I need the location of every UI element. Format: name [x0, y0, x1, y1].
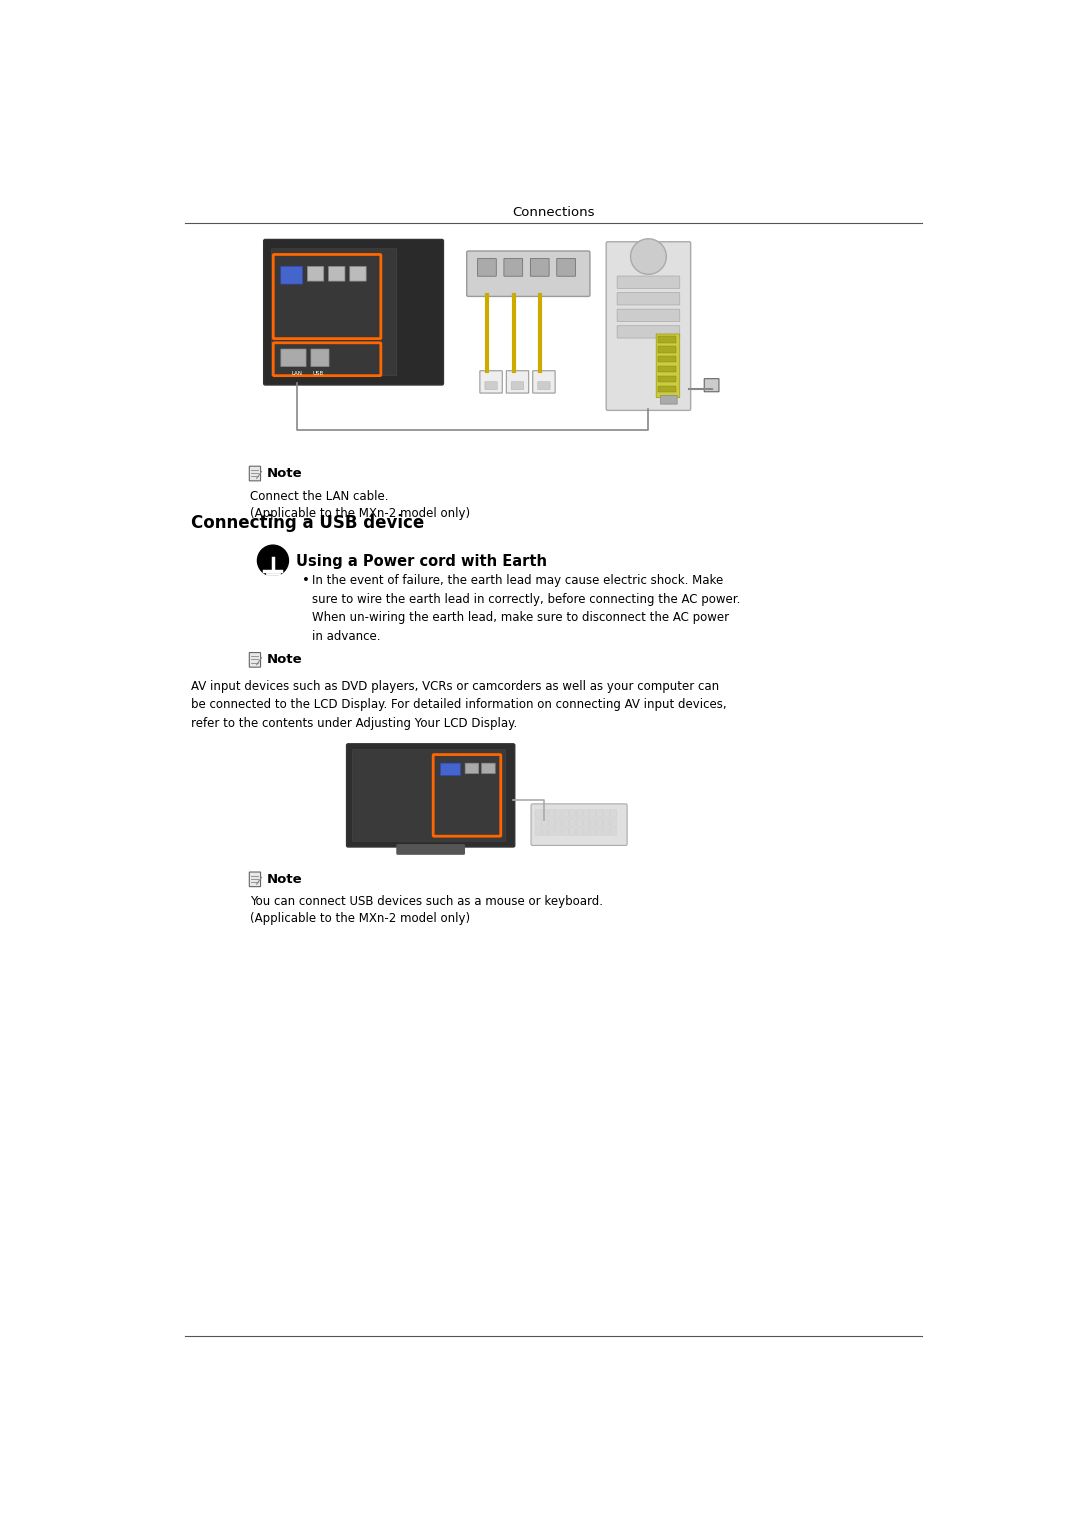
FancyBboxPatch shape: [610, 809, 617, 817]
Circle shape: [257, 545, 288, 576]
FancyBboxPatch shape: [264, 240, 444, 385]
FancyBboxPatch shape: [590, 828, 596, 835]
FancyBboxPatch shape: [308, 266, 324, 281]
FancyBboxPatch shape: [249, 872, 260, 887]
FancyBboxPatch shape: [610, 828, 617, 835]
FancyBboxPatch shape: [465, 764, 478, 774]
FancyBboxPatch shape: [556, 828, 562, 835]
FancyBboxPatch shape: [604, 828, 609, 835]
FancyBboxPatch shape: [597, 809, 603, 817]
Text: LAN: LAN: [292, 371, 302, 376]
FancyBboxPatch shape: [583, 828, 589, 835]
FancyBboxPatch shape: [549, 828, 555, 835]
FancyBboxPatch shape: [504, 258, 523, 276]
FancyBboxPatch shape: [617, 325, 679, 337]
Circle shape: [631, 238, 666, 275]
FancyBboxPatch shape: [549, 818, 555, 826]
Bar: [658, 386, 676, 392]
FancyBboxPatch shape: [311, 350, 329, 366]
Bar: [658, 366, 676, 373]
FancyBboxPatch shape: [704, 379, 719, 392]
FancyBboxPatch shape: [347, 744, 515, 847]
FancyBboxPatch shape: [660, 395, 677, 405]
FancyBboxPatch shape: [482, 764, 496, 774]
FancyBboxPatch shape: [590, 818, 596, 826]
FancyBboxPatch shape: [542, 809, 548, 817]
Text: (Applicable to the MXn-2 model only): (Applicable to the MXn-2 model only): [249, 913, 470, 925]
FancyBboxPatch shape: [597, 818, 603, 826]
FancyBboxPatch shape: [590, 809, 596, 817]
FancyBboxPatch shape: [556, 818, 562, 826]
FancyBboxPatch shape: [604, 809, 609, 817]
FancyBboxPatch shape: [577, 809, 582, 817]
FancyBboxPatch shape: [535, 809, 541, 817]
FancyBboxPatch shape: [657, 334, 679, 397]
FancyBboxPatch shape: [249, 466, 260, 481]
FancyBboxPatch shape: [617, 276, 679, 289]
FancyBboxPatch shape: [441, 764, 460, 776]
FancyBboxPatch shape: [569, 809, 576, 817]
FancyBboxPatch shape: [583, 809, 589, 817]
Bar: [658, 356, 676, 362]
FancyBboxPatch shape: [563, 809, 568, 817]
Text: (Applicable to the MXn-2 model only): (Applicable to the MXn-2 model only): [249, 507, 470, 519]
FancyBboxPatch shape: [271, 249, 396, 376]
FancyBboxPatch shape: [597, 828, 603, 835]
FancyBboxPatch shape: [535, 818, 541, 826]
FancyBboxPatch shape: [352, 750, 505, 841]
Text: Using a Power cord with Earth: Using a Power cord with Earth: [296, 554, 548, 570]
FancyBboxPatch shape: [531, 803, 627, 846]
Bar: [658, 336, 676, 342]
Bar: [658, 347, 676, 353]
FancyBboxPatch shape: [281, 350, 306, 366]
FancyBboxPatch shape: [610, 818, 617, 826]
FancyBboxPatch shape: [530, 258, 549, 276]
FancyBboxPatch shape: [507, 371, 529, 392]
Text: Connections: Connections: [512, 206, 595, 218]
Text: USB: USB: [312, 371, 324, 376]
FancyBboxPatch shape: [617, 308, 679, 322]
Text: In the event of failure, the earth lead may cause electric shock. Make
sure to w: In the event of failure, the earth lead …: [312, 574, 740, 643]
FancyBboxPatch shape: [604, 818, 609, 826]
FancyBboxPatch shape: [485, 382, 497, 389]
Text: Note: Note: [267, 467, 302, 479]
Text: Note: Note: [267, 654, 302, 666]
FancyBboxPatch shape: [563, 818, 568, 826]
FancyBboxPatch shape: [538, 382, 550, 389]
FancyBboxPatch shape: [249, 652, 260, 667]
FancyBboxPatch shape: [583, 818, 589, 826]
Text: Connect the LAN cable.: Connect the LAN cable.: [249, 490, 388, 502]
FancyBboxPatch shape: [563, 828, 568, 835]
FancyBboxPatch shape: [532, 371, 555, 392]
FancyBboxPatch shape: [557, 258, 576, 276]
FancyBboxPatch shape: [569, 818, 576, 826]
FancyBboxPatch shape: [396, 844, 464, 854]
FancyBboxPatch shape: [569, 828, 576, 835]
Text: •: •: [301, 574, 310, 588]
FancyBboxPatch shape: [577, 818, 582, 826]
FancyBboxPatch shape: [328, 266, 345, 281]
FancyBboxPatch shape: [542, 828, 548, 835]
FancyBboxPatch shape: [549, 809, 555, 817]
FancyBboxPatch shape: [617, 293, 679, 305]
FancyBboxPatch shape: [556, 809, 562, 817]
FancyBboxPatch shape: [511, 382, 524, 389]
FancyBboxPatch shape: [281, 266, 302, 284]
Bar: [658, 376, 676, 382]
FancyBboxPatch shape: [535, 828, 541, 835]
FancyBboxPatch shape: [467, 250, 590, 296]
FancyBboxPatch shape: [606, 241, 691, 411]
Text: Connecting a USB device: Connecting a USB device: [191, 515, 424, 533]
Text: AV input devices such as DVD players, VCRs or camcorders as well as your compute: AV input devices such as DVD players, VC…: [191, 680, 727, 730]
FancyBboxPatch shape: [480, 371, 502, 392]
FancyBboxPatch shape: [477, 258, 497, 276]
FancyBboxPatch shape: [542, 818, 548, 826]
FancyBboxPatch shape: [350, 266, 366, 281]
Text: Note: Note: [267, 873, 302, 886]
FancyBboxPatch shape: [577, 828, 582, 835]
Text: You can connect USB devices such as a mouse or keyboard.: You can connect USB devices such as a mo…: [249, 895, 603, 909]
